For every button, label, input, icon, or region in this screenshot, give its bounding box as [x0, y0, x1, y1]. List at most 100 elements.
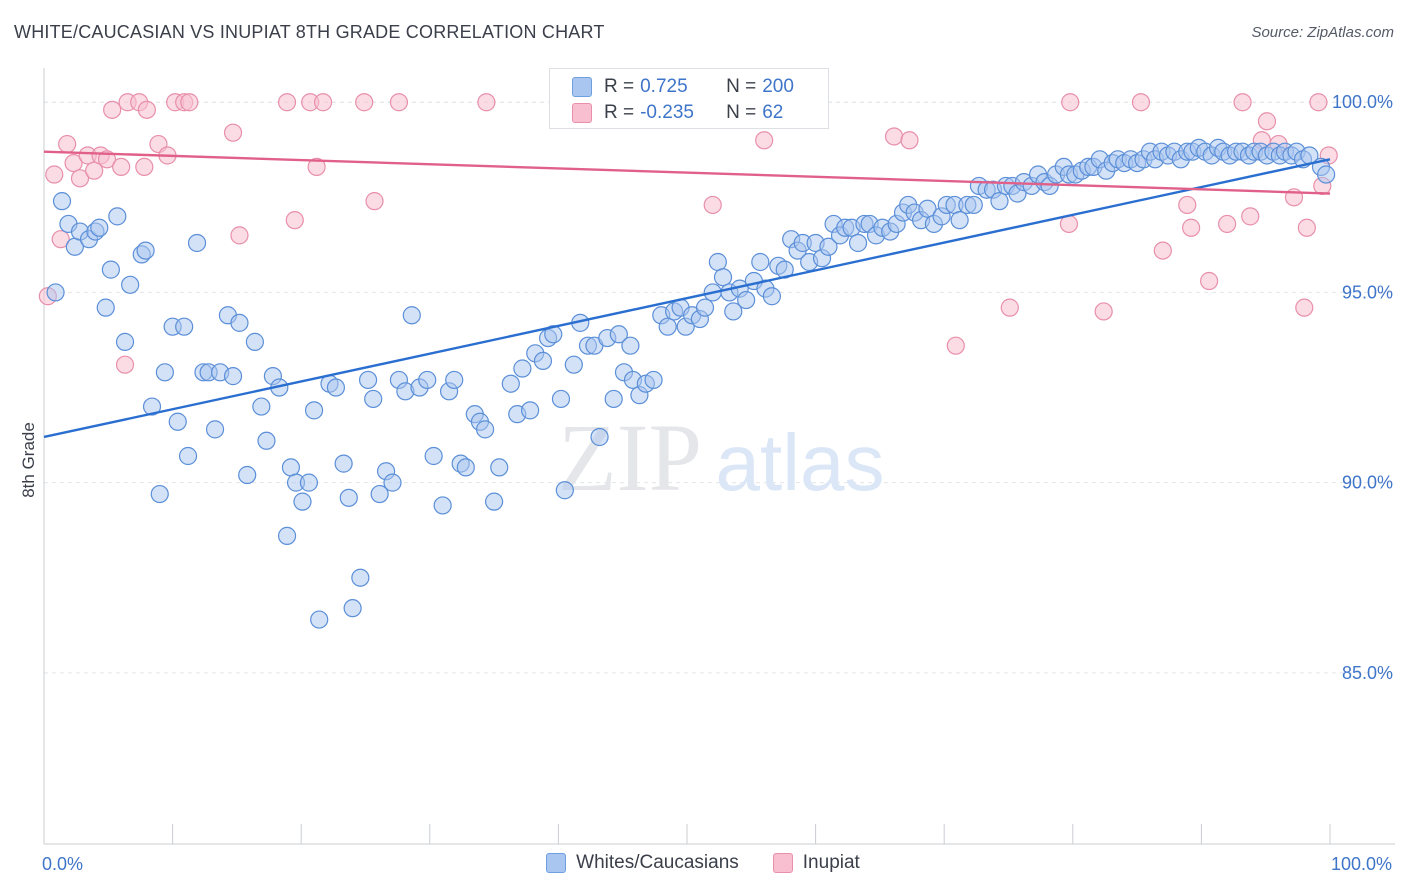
whites-point [257, 431, 276, 450]
whites-point [178, 446, 198, 466]
whites-point [950, 211, 969, 230]
n-label: N = [726, 76, 757, 97]
whites-point [621, 336, 640, 355]
inupiat-point [1178, 195, 1197, 215]
whites-point [564, 355, 583, 374]
inupiat-point [277, 93, 297, 112]
n-label: N = [726, 102, 757, 123]
watermark-atlas: atlas [716, 418, 885, 507]
r-label: R = [604, 102, 635, 123]
inupiat-point [115, 355, 135, 374]
inupiat-point [1257, 112, 1277, 131]
whites-trend-line [43, 158, 1331, 439]
whites-point [304, 401, 324, 420]
stats-box: R = 0.725 N = 200 R = -0.235 N = 62 [549, 68, 829, 129]
inupiat-point [1061, 93, 1080, 112]
whites-point [223, 367, 243, 386]
inupiat-point [946, 336, 965, 355]
whites-point [252, 397, 271, 416]
whites-point [724, 302, 743, 321]
inupiat-point [1309, 93, 1328, 112]
whites-point [90, 218, 109, 237]
inupiat-point [285, 211, 304, 230]
y-tick-label: 100.0% [1332, 92, 1393, 112]
y-tick-label: 85.0% [1342, 663, 1393, 683]
legend-item-inupiat[interactable]: Inupiat [772, 852, 860, 874]
inupiat-point [58, 134, 77, 154]
whites-point [609, 325, 628, 344]
axes [43, 68, 1395, 845]
inupiat-point [135, 157, 154, 177]
whites-point [433, 496, 452, 515]
whites-point [485, 492, 504, 511]
inupiat-point [85, 161, 104, 180]
whites-point [713, 268, 733, 287]
stats-swatch-blue [572, 77, 592, 97]
legend-swatch-pink [772, 853, 793, 873]
whites-point [343, 599, 362, 618]
whites-point [695, 298, 715, 317]
legend-item-whites[interactable]: Whites/Caucasians [546, 852, 739, 874]
r-value: -0.235 [640, 102, 694, 123]
watermark-zip: ZIP [558, 404, 702, 511]
legend-swatch-blue [546, 853, 567, 873]
inupiat-point [1000, 298, 1019, 317]
stats-swatch-pink [572, 103, 592, 123]
whites-point [101, 260, 120, 279]
stats-row-whites: R = 0.725 N = 200 [572, 74, 794, 100]
whites-point [604, 389, 623, 409]
trend-lines [43, 150, 1331, 439]
watermark: ZIP atlas [558, 404, 884, 511]
whites-point [751, 252, 770, 272]
inupiat-point [355, 93, 374, 112]
whites-point [544, 325, 563, 344]
whites-points [46, 138, 1336, 629]
whites-point [964, 195, 983, 215]
inupiat-point [180, 93, 199, 112]
whites-point [402, 306, 421, 325]
y-tick-label: 90.0% [1342, 473, 1393, 493]
legend: Whites/Caucasians Inupiat [0, 852, 1406, 874]
whites-point [590, 427, 609, 447]
whites-point [136, 241, 155, 260]
whites-point [245, 332, 265, 351]
whites-point [108, 207, 127, 226]
whites-point [351, 568, 370, 587]
whites-point [521, 401, 540, 420]
inupiat-point [703, 195, 722, 215]
legend-label: Inupiat [802, 852, 860, 873]
whites-point [175, 317, 194, 336]
whites-point [819, 237, 838, 256]
inupiat-point [137, 100, 156, 119]
whites-point [168, 412, 187, 431]
inupiat-point [1218, 214, 1237, 234]
whites-point [310, 610, 329, 629]
n-value: 200 [762, 76, 794, 97]
tick-labels: 100.0% 95.0% 90.0% 85.0% 0.0% 100.0% [42, 92, 1393, 874]
y-axis-label: 8th Grade [19, 422, 38, 498]
whites-point [990, 192, 1009, 211]
inupiat-point [1094, 302, 1113, 321]
inupiat-point [307, 157, 326, 177]
whites-point [339, 488, 358, 507]
whites-point [708, 252, 727, 272]
inupiat-point [1153, 241, 1172, 260]
whites-point [115, 332, 135, 351]
inupiat-point [223, 123, 243, 142]
inupiat-point [477, 93, 496, 112]
whites-point [555, 481, 574, 500]
whites-point [187, 233, 207, 253]
inupiat-point [1295, 298, 1314, 317]
whites-point [490, 458, 509, 477]
whites-point [737, 290, 756, 310]
inupiat-point [1200, 271, 1219, 291]
whites-point [52, 192, 72, 211]
whites-point [96, 298, 115, 317]
stats-row-inupiat: R = -0.235 N = 62 [572, 100, 783, 126]
whites-point [230, 313, 249, 332]
whites-point [364, 389, 383, 409]
whites-point [501, 374, 520, 393]
inupiat-point [313, 93, 333, 112]
inupiat-point [1182, 218, 1201, 237]
